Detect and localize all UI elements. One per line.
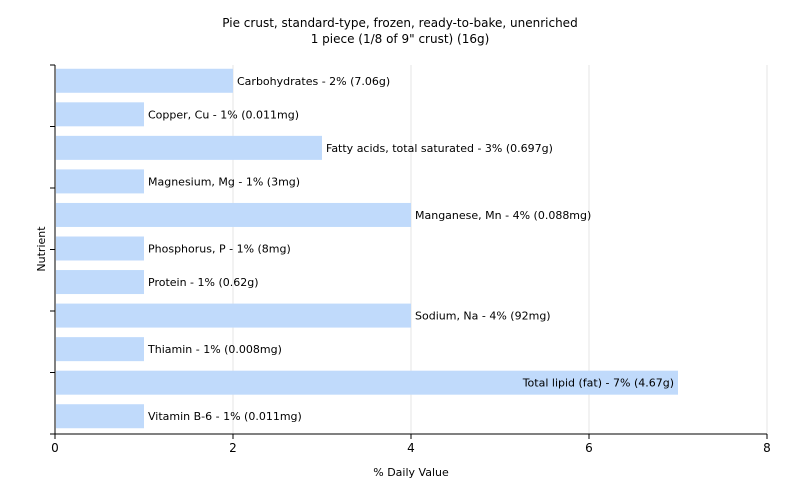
bar-label: Sodium, Na - 4% (92mg) [415, 310, 551, 323]
x-tick-label: 0 [51, 441, 59, 455]
bar-label: Magnesium, Mg - 1% (3mg) [148, 175, 300, 188]
bar-label: Manganese, Mn - 4% (0.088mg) [415, 209, 591, 222]
x-tick-label: 4 [407, 441, 415, 455]
x-axis-title: % Daily Value [373, 466, 449, 479]
bar [56, 303, 411, 328]
bar [56, 169, 144, 194]
chart-title: Pie crust, standard-type, frozen, ready-… [222, 16, 578, 30]
bar [56, 102, 144, 127]
bar [56, 404, 144, 429]
x-tick-label: 8 [763, 441, 771, 455]
bar-label: Fatty acids, total saturated - 3% (0.697… [326, 142, 553, 155]
bar [56, 68, 233, 93]
bar-label: Vitamin B-6 - 1% (0.011mg) [148, 410, 302, 423]
bar [56, 202, 411, 227]
bar-label: Total lipid (fat) - 7% (4.67g) [522, 377, 674, 390]
bars: Carbohydrates - 2% (7.06g) Copper, Cu - 1… [56, 68, 678, 429]
x-tick-label: 6 [585, 441, 593, 455]
bar [56, 135, 322, 160]
bar [56, 370, 678, 395]
bar-label: Phosphorus, P - 1% (8mg) [148, 243, 291, 256]
bar-label: Copper, Cu - 1% (0.011mg) [148, 108, 299, 121]
bar [56, 337, 144, 362]
axes: 0 2 4 6 8 [50, 64, 771, 455]
x-tick-label: 2 [229, 441, 237, 455]
chart-subtitle: 1 piece (1/8 of 9" crust) (16g) [310, 32, 490, 46]
bar [56, 236, 144, 261]
y-axis-title: Nutrient [35, 226, 48, 272]
bar-label: Carbohydrates - 2% (7.06g) [237, 75, 390, 88]
bar-label: Protein - 1% (0.62g) [148, 276, 259, 289]
chart-title-block: Pie crust, standard-type, frozen, ready-… [0, 15, 800, 47]
bar [56, 270, 144, 295]
bar-label: Thiamin - 1% (0.008mg) [147, 343, 282, 356]
